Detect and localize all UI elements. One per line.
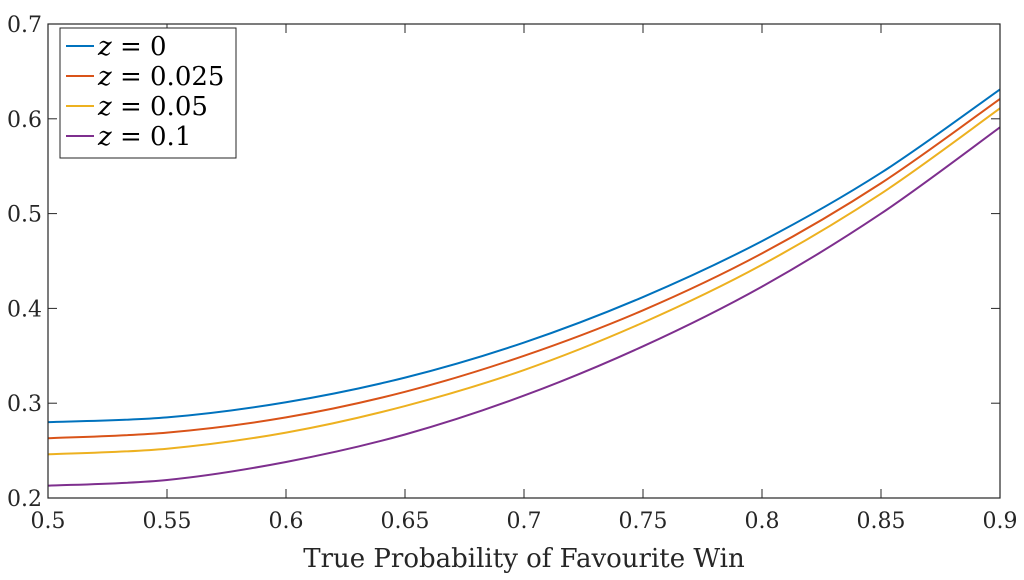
x-tick-label: 0.7 — [507, 509, 542, 534]
x-tick-label: 0.9 — [983, 509, 1018, 534]
y-tick-label: 0.5 — [7, 203, 42, 228]
legend-label-3: z = 0.1 — [97, 122, 191, 152]
x-tick-label: 0.8 — [745, 509, 780, 534]
series-line-3 — [47, 126, 1001, 487]
series-line-0 — [47, 88, 1001, 424]
x-tick-label: 0.55 — [143, 509, 192, 534]
x-tick-label: 0.6 — [269, 509, 304, 534]
legend-label-2: z = 0.05 — [97, 92, 208, 122]
y-tick-label: 0.3 — [7, 392, 42, 417]
series-layer — [47, 88, 1001, 487]
x-tick-label: 0.65 — [381, 509, 430, 534]
y-tick-label: 0.7 — [7, 13, 42, 38]
x-tick-label: 0.75 — [619, 509, 668, 534]
legend-label-1: z = 0.025 — [97, 62, 224, 92]
y-tick-label: 0.6 — [7, 108, 42, 133]
y-tick-label: 0.4 — [7, 297, 42, 322]
axes-layer: 0.5 0.55 0.6 0.65 0.7 0.75 0.8 0.85 0.9 0.2 0.3 0.4… — [7, 13, 1018, 534]
y-tick-label: 0.2 — [7, 487, 42, 512]
series-line-2 — [47, 107, 1001, 456]
series-line-1 — [47, 98, 1001, 440]
legend-label-0: z = 0 — [97, 32, 167, 62]
x-axis-label: True Probability of Favourite Win — [303, 544, 745, 574]
x-tick-label: 0.85 — [857, 509, 906, 534]
x-tick-label: 0.5 — [31, 509, 66, 534]
